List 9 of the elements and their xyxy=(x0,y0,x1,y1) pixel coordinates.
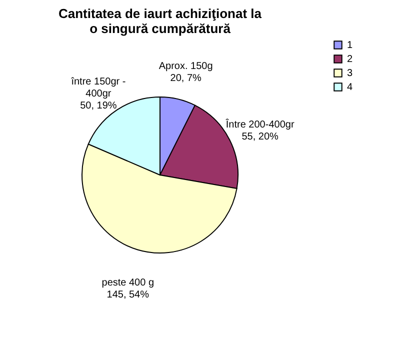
data-label: Aprox. 150g 20, 7% xyxy=(158,61,213,84)
chart-title: Cantitatea de iaurt achiziţionat la o singură cumpărătură xyxy=(58,6,262,36)
data-label: peste 400 g 145, 54% xyxy=(102,277,154,300)
legend-label: 1 xyxy=(347,40,353,51)
legend-label: 4 xyxy=(347,82,353,93)
data-label: între 150gr - 400gr 50, 19% xyxy=(70,76,126,112)
data-label: Între 200-400gr 55, 20% xyxy=(224,118,295,143)
legend-label: 2 xyxy=(347,54,353,65)
legend-label: 3 xyxy=(347,68,353,79)
